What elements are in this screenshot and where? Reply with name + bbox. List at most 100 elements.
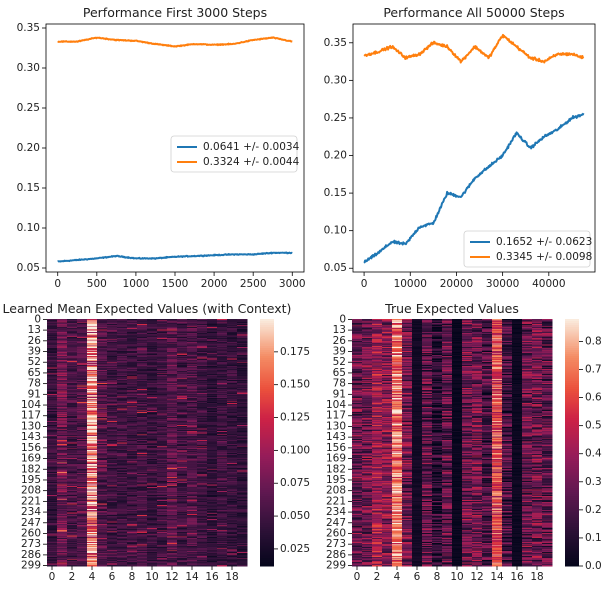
heatmap-cell (97, 383, 108, 385)
heatmap-cell (77, 381, 88, 383)
heatmap-cell (107, 477, 118, 480)
heatmap-cell (107, 342, 118, 344)
heatmap-cell (47, 414, 58, 416)
heatmap-cell (107, 412, 118, 414)
heatmap-cell (137, 360, 148, 362)
heatmap-cell (147, 342, 158, 344)
heatmap-cell (57, 498, 68, 500)
heatmap-cell (87, 502, 98, 504)
heatmap-cell (137, 495, 148, 497)
heatmap-cell (57, 379, 68, 381)
heatmap-cell (127, 533, 138, 536)
heatmap-cell (107, 525, 118, 527)
heatmap-cell (57, 561, 68, 563)
heatmap-cell (97, 426, 108, 428)
heatmap-cell (117, 328, 128, 330)
heatmap-cell (117, 558, 128, 560)
heatmap-cell (107, 422, 118, 424)
heatmap-cell (127, 355, 138, 357)
heatmap-cell (57, 403, 68, 405)
heatmap-cell (67, 367, 78, 369)
heatmap-cell (117, 521, 128, 523)
heatmap-cell (107, 329, 118, 331)
heatmap-cell (97, 330, 108, 332)
heatmap-cell (87, 392, 98, 394)
heatmap-cell (67, 397, 78, 399)
heatmap-cell (57, 337, 68, 340)
heatmap-cell (97, 394, 108, 396)
heatmap-cell (57, 514, 68, 516)
heatmap-cell (107, 490, 118, 492)
heatmap-cell (147, 353, 158, 355)
heatmap-cell (117, 408, 128, 410)
y-tick-label: 0.35 (324, 37, 347, 49)
heatmap-cell (57, 562, 68, 564)
heatmap-cell (47, 546, 58, 548)
heatmap-cell (127, 436, 138, 438)
heatmap-cell (97, 358, 108, 360)
heatmap-cell (87, 523, 98, 525)
heatmap-cell (77, 379, 88, 382)
heatmap-cell (127, 437, 138, 439)
heatmap-cell (87, 427, 98, 429)
heatmap-cell (77, 388, 88, 390)
heatmap-cell (107, 524, 118, 526)
heatmap-cell (117, 355, 128, 357)
heatmap-cell (77, 558, 88, 560)
heatmap-cell (77, 518, 88, 520)
heatmap-cell (137, 445, 148, 447)
heatmap-cell (117, 463, 128, 466)
heatmap-cell (137, 457, 148, 459)
heatmap-cell (87, 399, 98, 401)
heatmap-cell (127, 547, 138, 549)
heatmap-cell (87, 335, 98, 337)
heatmap-cell (97, 472, 108, 475)
heatmap-cell (117, 356, 128, 358)
heatmap-cell (117, 496, 128, 498)
heatmap-cell (137, 511, 148, 513)
heatmap-cell (137, 554, 148, 556)
heatmap-cell (67, 341, 78, 343)
heatmap-cell (117, 517, 128, 519)
heatmap-cell (147, 373, 158, 375)
heatmap-cell (137, 498, 148, 500)
heatmap-cell (97, 542, 108, 545)
heatmap-cell (77, 341, 88, 343)
heatmap-cell (87, 375, 98, 377)
heatmap-cell (87, 416, 98, 418)
heatmap-cell (87, 525, 98, 527)
heatmap-cell (127, 553, 138, 555)
heatmap-cell (97, 328, 108, 330)
heatmap-cell (107, 427, 118, 429)
heatmap-cell (47, 565, 58, 567)
heatmap-cell (77, 492, 88, 494)
heatmap-cell (67, 561, 78, 563)
heatmap-cell (97, 514, 108, 517)
heatmap-cell (97, 518, 108, 520)
heatmap-cell (117, 405, 128, 407)
heatmap-cell (67, 319, 78, 321)
heatmap-cell (87, 368, 98, 370)
heatmap-cell (47, 533, 58, 536)
heatmap-cell (127, 499, 138, 501)
heatmap-cell (87, 461, 98, 463)
heatmap-cell (117, 421, 128, 424)
heatmap-cell (87, 381, 98, 383)
heatmap-cell (97, 319, 108, 321)
heatmap-cell (127, 472, 138, 474)
heatmap-cell (57, 344, 68, 346)
heatmap-cell (137, 486, 148, 489)
heatmap-cell (47, 426, 58, 428)
heatmap-cell (107, 440, 118, 442)
heatmap-cell (77, 418, 88, 420)
heatmap-cell (107, 416, 118, 418)
heatmap-cell (147, 454, 158, 456)
heatmap-cell (77, 322, 88, 324)
heatmap-cell (137, 359, 148, 361)
heatmap-cell (87, 543, 98, 545)
heatmap-cell (67, 427, 78, 429)
heatmap-cell (77, 330, 88, 332)
y-tick-label: 0.35 (17, 22, 40, 34)
heatmap-cell (107, 337, 118, 340)
heatmap-cell (107, 337, 118, 339)
